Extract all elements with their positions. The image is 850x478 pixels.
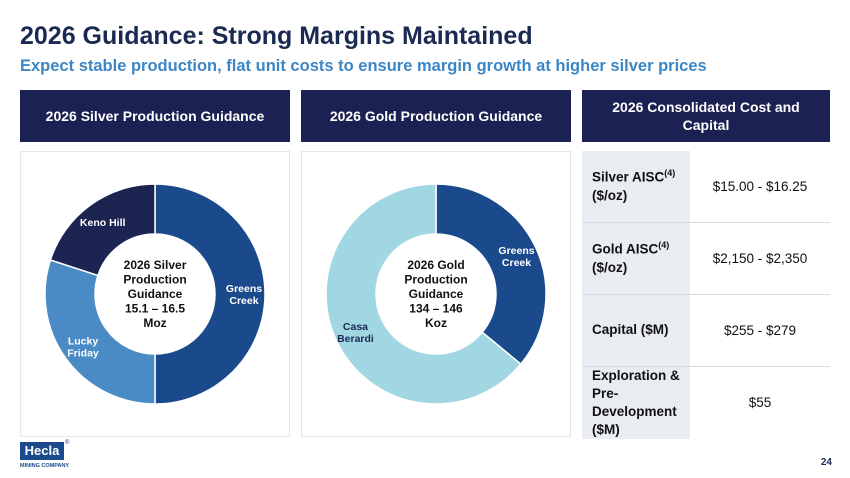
gold-slice-casa-berardi bbox=[325, 183, 522, 405]
logo-registered: ® bbox=[65, 440, 70, 446]
table-row: Exploration & Pre-Development ($M) $55 bbox=[582, 366, 830, 440]
row-label: Capital ($M) bbox=[582, 294, 690, 367]
page-title: 2026 Guidance: Strong Margins Maintained bbox=[20, 22, 533, 50]
silver-slice-greens-creek bbox=[154, 183, 266, 405]
silver-header: 2026 Silver Production Guidance bbox=[20, 90, 290, 142]
row-label: Gold AISC(4) ($/oz) bbox=[582, 222, 690, 295]
gold-center-text: 134 – 146 bbox=[409, 302, 463, 316]
row-label: Exploration & Pre-Development ($M) bbox=[582, 366, 690, 440]
table-row: Silver AISC(4) ($/oz) $15.00 - $16.25 bbox=[582, 151, 830, 223]
gold-header: 2026 Gold Production Guidance bbox=[301, 90, 571, 142]
gold-center-text: 2026 Gold bbox=[407, 258, 464, 272]
silver-center-text: Production bbox=[123, 273, 186, 287]
table-row: Capital ($M) $255 - $279 bbox=[582, 294, 830, 367]
gold-center-text: Guidance bbox=[409, 287, 464, 301]
page-subtitle: Expect stable production, flat unit cost… bbox=[20, 57, 707, 75]
silver-center-text: 15.1 – 16.5 bbox=[125, 302, 185, 316]
silver-slice-keno-hill bbox=[49, 183, 156, 277]
cost-header: 2026 Consolidated Cost and Capital bbox=[582, 90, 830, 142]
silver-slice-label: Greens bbox=[226, 283, 262, 295]
row-label: Silver AISC(4) ($/oz) bbox=[582, 151, 690, 223]
silver-slice-label: Friday bbox=[67, 347, 99, 359]
cost-capital-table: Silver AISC(4) ($/oz) $15.00 - $16.25 Go… bbox=[582, 151, 830, 440]
silver-slice-label: Creek bbox=[229, 295, 258, 307]
gold-slice-greens-creek bbox=[435, 183, 547, 366]
gold-chart-panel: Greens Creek Casa Berardi 2026 Gold Productio… bbox=[301, 151, 571, 437]
silver-slice-lucky-friday bbox=[44, 259, 156, 405]
silver-slice-label: Keno Hill bbox=[80, 217, 126, 229]
gold-center-text: Koz bbox=[425, 316, 447, 330]
silver-center-text: 2026 Silver bbox=[124, 258, 187, 272]
row-value: $55 bbox=[748, 395, 772, 411]
row-value: $255 - $279 bbox=[690, 294, 830, 367]
silver-slice-label: Lucky bbox=[68, 335, 99, 347]
silver-chart-panel: Greens Creek Lucky Friday Keno Hill 2026 Silv… bbox=[20, 151, 290, 437]
silver-center-text: Moz bbox=[143, 316, 166, 330]
gold-slice-label: Berardi bbox=[337, 333, 374, 345]
silver-center-text: Guidance bbox=[128, 287, 183, 301]
row-value: $2,150 - $2,350 bbox=[690, 222, 830, 295]
gold-center-text: Production bbox=[404, 273, 467, 287]
gold-slice-label: Casa bbox=[343, 321, 368, 333]
row-value: $15.00 - $16.25 bbox=[690, 151, 830, 223]
gold-slice-label: Creek bbox=[502, 257, 531, 269]
page-number: 24 bbox=[820, 457, 832, 468]
logo-subtext: MINING COMPANY bbox=[20, 463, 70, 469]
gold-slice-label: Greens bbox=[498, 245, 534, 257]
logo-mark: Hecla bbox=[20, 442, 64, 460]
table-row: Gold AISC(4) ($/oz) $2,150 - $2,350 bbox=[582, 222, 830, 295]
hecla-logo: Hecla ® MINING COMPANY bbox=[20, 440, 70, 472]
